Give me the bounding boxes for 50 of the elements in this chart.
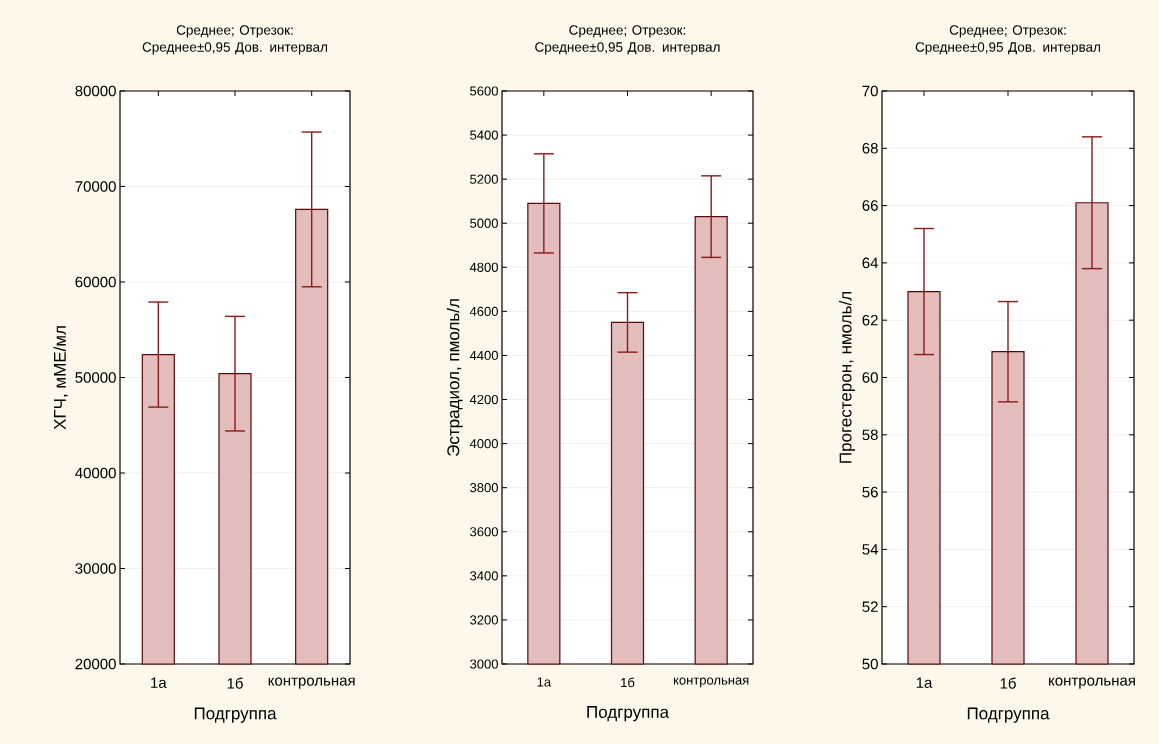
y-tick-label: 3600: [470, 527, 498, 537]
y-tick-label: 54: [862, 544, 879, 555]
y-tick-label: 60000: [75, 276, 116, 288]
y-tick-label: 58: [862, 429, 878, 441]
y-tick-label: 5400: [470, 130, 498, 140]
y-tick-label: 5200: [470, 174, 498, 184]
y-tick-label: 5600: [470, 86, 498, 96]
y-axis-title: Эстрадиол, пмоль/л: [446, 299, 463, 456]
y-tick-label: 70000: [75, 181, 116, 192]
x-tick-label: контрольная: [673, 677, 749, 688]
y-tick-label: 4400: [469, 350, 498, 361]
y-tick-label: 52: [862, 601, 878, 612]
y-tick-label: 66: [862, 200, 878, 211]
x-axis-title: Подгруппа: [587, 706, 670, 722]
x-tick-label: 1а: [916, 677, 933, 688]
y-axis-title: ХГЧ, мМЕ/мл: [53, 326, 68, 430]
y-tick-label: 60: [862, 372, 878, 383]
x-tick-label: контрольная: [1049, 677, 1135, 689]
y-tick-label: 62: [862, 314, 878, 326]
chart-title: Среднее; Отрезок: Среднее±0,95 Дов. интервал: [142, 25, 328, 55]
x-tick-label: 1а: [537, 677, 552, 687]
x-tick-label: 1а: [151, 677, 167, 688]
y-tick-label: 3400: [470, 571, 498, 581]
y-tick-label: 64: [862, 257, 879, 269]
y-tick-label: 4600: [469, 306, 498, 316]
y-tick-label: 56: [862, 486, 878, 498]
y-tick-label: 5000: [470, 218, 498, 228]
x-axis-title: Подгруппа: [967, 707, 1050, 723]
y-tick-label: 50: [862, 658, 878, 670]
y-tick-label: 4000: [469, 439, 498, 449]
y-tick-label: 20000: [75, 658, 116, 670]
x-axis-title: Подгруппа: [194, 707, 277, 723]
chart-title: Среднее; Отрезок: Среднее±0,95 Дов. интервал: [915, 25, 1101, 55]
y-tick-label: 3200: [470, 615, 498, 625]
y-tick-label: 30000: [75, 563, 116, 574]
y-tick-label: 3000: [470, 659, 498, 669]
y-tick-label: 50000: [75, 372, 116, 383]
y-tick-label: 3800: [470, 483, 498, 493]
x-tick-label: 1б: [227, 677, 243, 689]
x-tick-label: 1б: [1000, 677, 1016, 689]
chart-title: Среднее; Отрезок: Среднее±0,95 Дов. интервал: [535, 25, 720, 55]
y-tick-label: 40000: [75, 467, 116, 479]
x-tick-label: контрольная: [268, 677, 355, 689]
y-tick-label: 4800: [469, 262, 498, 272]
y-tick-label: 68: [862, 142, 878, 154]
y-tick-label: 70: [862, 85, 878, 97]
y-tick-label: 80000: [75, 85, 116, 97]
y-tick-label: 4200: [469, 394, 498, 405]
y-axis-title: Прогестерон, нмоль/л: [839, 292, 855, 463]
x-tick-label: 1б: [621, 677, 635, 688]
